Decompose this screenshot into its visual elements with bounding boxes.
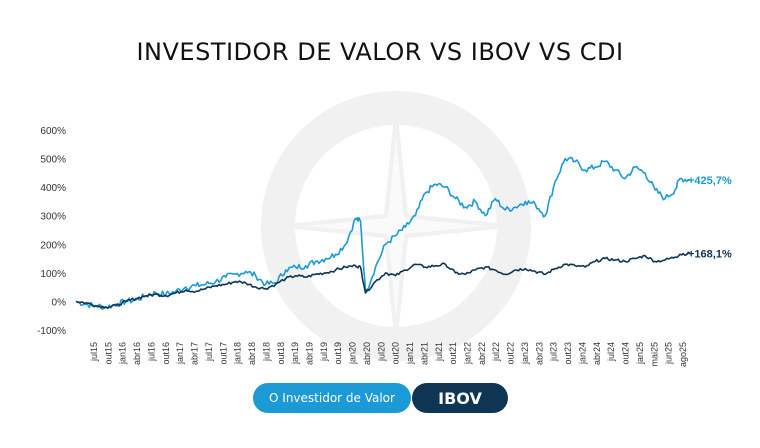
x-tick-label: jan17 (175, 342, 185, 365)
chart-title: INVESTIDOR DE VALOR VS IBOV VS CDI (136, 38, 624, 66)
x-tick-label: jan22 (463, 342, 473, 365)
y-tick-label: 400% (40, 183, 66, 194)
x-axis: jul15 out15 jan16 abr16 jul16 out16 jan17 abr17… (89, 342, 688, 367)
legend-item-investidor-de-valor[interactable]: O Investidor de Valor (253, 383, 411, 413)
y-tick-label: 500% (40, 155, 66, 166)
x-tick-label: jan16 (118, 342, 128, 365)
x-tick-label: out23 (563, 342, 573, 365)
x-tick-label: jul22 (491, 342, 501, 362)
x-tick-label: out17 (218, 342, 228, 365)
x-tick-label: jan23 (520, 342, 530, 365)
x-tick-label: out24 (621, 342, 631, 365)
x-tick-label: ago25 (678, 342, 688, 367)
x-tick-label: out15 (103, 342, 113, 365)
compass-star-icon (261, 91, 531, 361)
x-tick-label: out21 (448, 342, 458, 365)
x-tick-label: out20 (391, 342, 401, 365)
x-tick-label: abr23 (534, 342, 544, 365)
x-tick-label: abr20 (362, 342, 372, 365)
x-tick-label: jan25 (635, 342, 645, 365)
series-line-ibov (75, 251, 691, 309)
y-tick-label: 600% (40, 126, 66, 137)
x-tick-label: abr16 (132, 342, 142, 365)
y-tick-label: 200% (40, 240, 66, 251)
x-tick-label: mai25 (649, 342, 659, 367)
end-label-investidor-de-valor: +425,7% (688, 175, 732, 187)
x-tick-label: jun25 (664, 342, 674, 365)
series-line-investidor-de-valor (75, 156, 691, 311)
x-tick-label: jul23 (549, 342, 559, 362)
x-tick-label: jul17 (204, 342, 214, 362)
y-tick-label: 300% (40, 212, 66, 223)
x-tick-label: abr21 (419, 342, 429, 365)
x-tick-label: jul18 (261, 342, 271, 362)
x-tick-label: jul20 (376, 342, 386, 362)
series-layer (75, 156, 691, 311)
x-tick-label: abr22 (477, 342, 487, 365)
y-tick-label: 100% (40, 269, 66, 280)
x-tick-label: out19 (333, 342, 343, 365)
x-tick-label: out18 (276, 342, 286, 365)
x-tick-label: abr19 (304, 342, 314, 365)
x-tick-label: jan21 (405, 342, 415, 365)
x-tick-label: jul15 (89, 342, 99, 362)
x-tick-label: out16 (161, 342, 171, 365)
x-tick-label: abr17 (190, 342, 200, 365)
end-labels: +425,7% +168,1% (688, 175, 732, 261)
x-tick-label: jul21 (434, 342, 444, 362)
x-tick-label: jan20 (348, 342, 358, 365)
y-tick-label: 0% (52, 297, 67, 308)
legend-item-ibov[interactable]: IBOV (412, 383, 508, 413)
x-tick-label: jan18 (233, 342, 243, 365)
x-tick-label: jan24 (577, 342, 587, 365)
x-tick-label: out22 (506, 342, 516, 365)
y-axis: 600% 500% 400% 300% 200% 100% 0% -100% (37, 126, 66, 337)
x-tick-label: abr18 (247, 342, 257, 365)
end-label-ibov: +168,1% (688, 248, 732, 260)
y-tick-label: -100% (37, 326, 66, 337)
x-tick-label: jul19 (319, 342, 329, 362)
x-tick-label: jul24 (606, 342, 616, 362)
x-tick-label: abr24 (592, 342, 602, 365)
x-tick-label: jul16 (146, 342, 156, 362)
x-tick-label: jan19 (290, 342, 300, 365)
